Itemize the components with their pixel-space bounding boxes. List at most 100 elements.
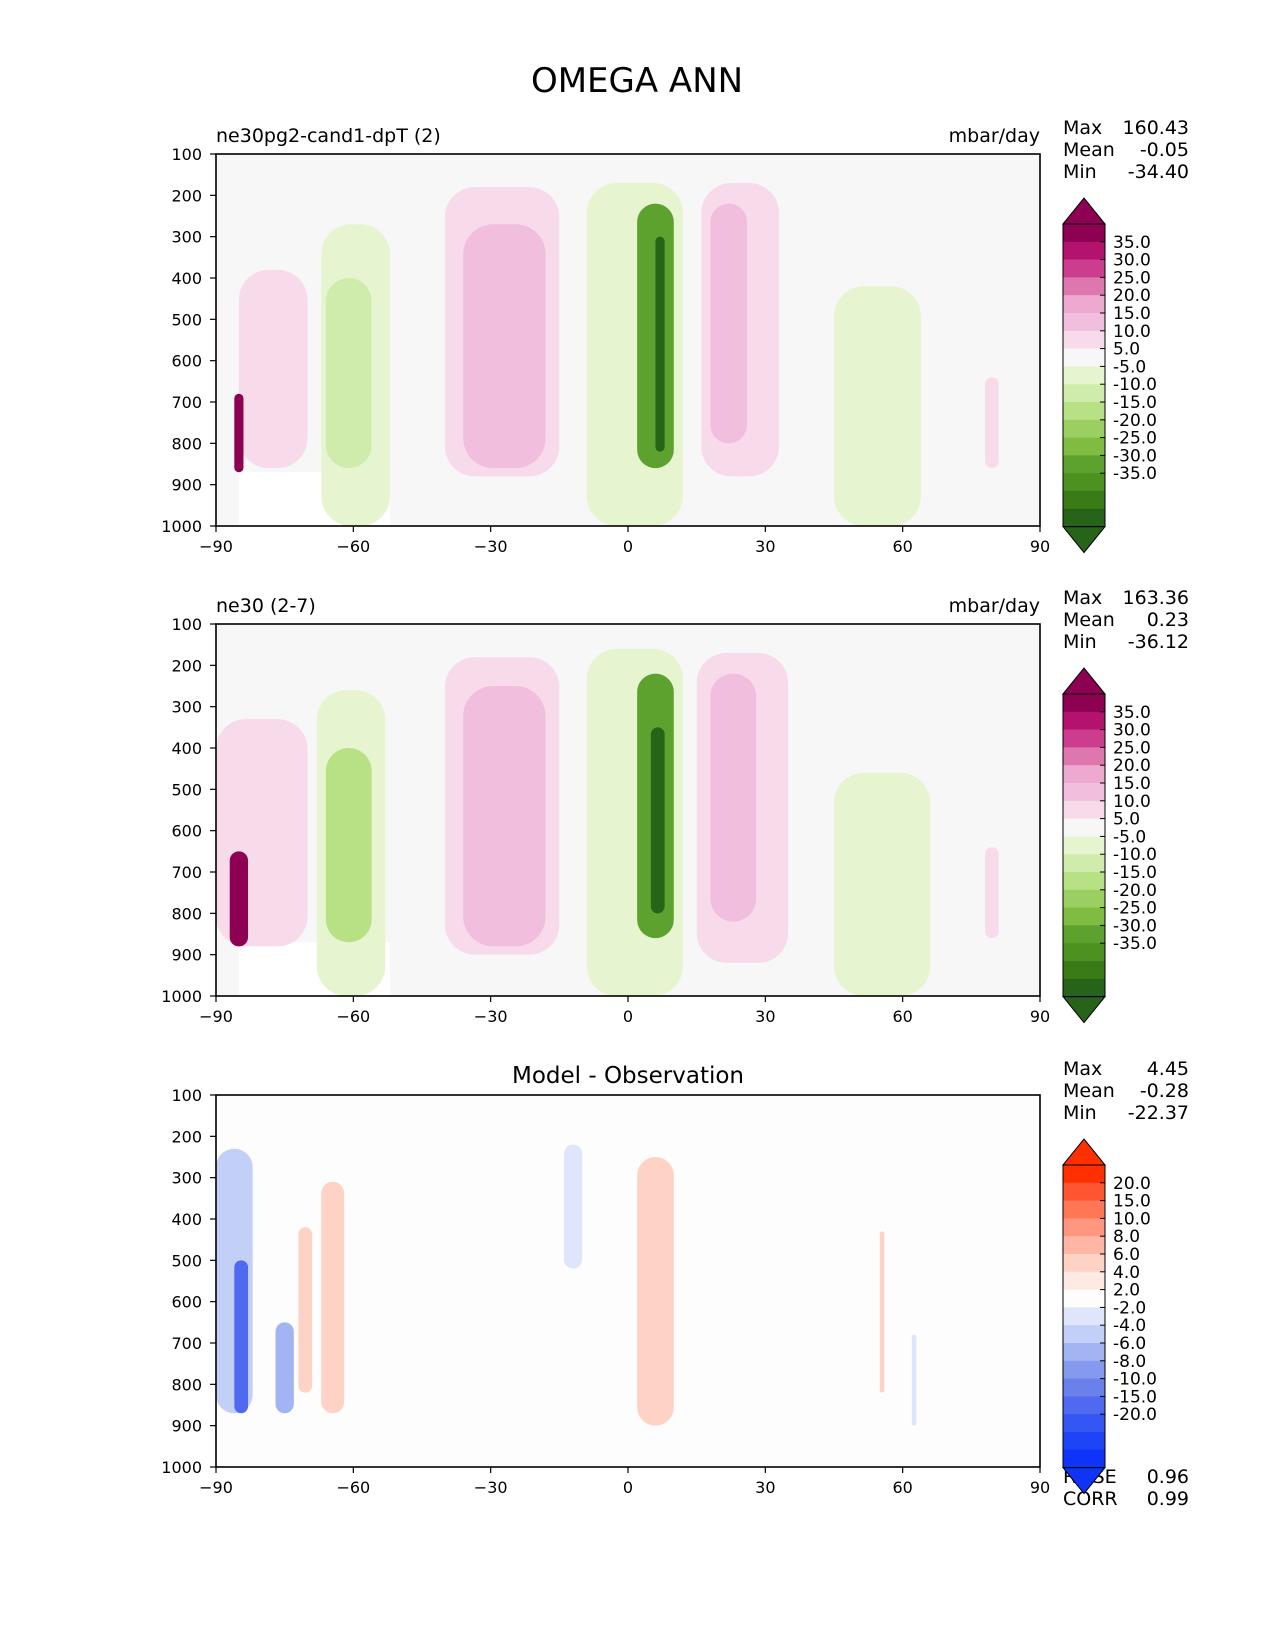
y-tick-label: 1000 bbox=[161, 987, 202, 1006]
panel-title: ne30pg2-cand1-dpT (2) bbox=[216, 125, 441, 147]
y-tick-label: 200 bbox=[171, 656, 202, 675]
colorbar-swatch bbox=[1063, 854, 1105, 873]
contour-sh-polar-negative-core bbox=[234, 1260, 249, 1414]
stat-value: 160.43 bbox=[1123, 117, 1189, 139]
contour-field bbox=[234, 182, 999, 526]
colorbar-tick-label: 25.0 bbox=[1113, 738, 1151, 758]
colorbar-swatch bbox=[1063, 491, 1105, 510]
x-tick-label: 30 bbox=[755, 537, 775, 556]
colorbar-swatch bbox=[1063, 1200, 1105, 1219]
colorbar-tick-label: -35.0 bbox=[1113, 464, 1157, 484]
x-tick-label: −90 bbox=[199, 1007, 233, 1026]
stat-value: -0.28 bbox=[1140, 1080, 1189, 1102]
colorbar-frame bbox=[1062, 693, 1106, 998]
contour-nh-midlat-ascent bbox=[834, 286, 921, 526]
y-tick-label: 100 bbox=[171, 1086, 202, 1105]
contour-polar-strong-descent bbox=[234, 393, 244, 473]
x-tick-label: 60 bbox=[892, 1478, 912, 1497]
colorbar-tick-label: -20.0 bbox=[1113, 1405, 1157, 1425]
colorbar-extend-high bbox=[1061, 197, 1107, 225]
x-tick-label: 90 bbox=[1030, 1478, 1050, 1497]
stat-value: -22.37 bbox=[1128, 1102, 1189, 1124]
x-tick-label: 60 bbox=[892, 537, 912, 556]
contour-nh-polar-descent bbox=[985, 377, 999, 469]
colorbar-tick-label: -15.0 bbox=[1113, 393, 1157, 413]
colorbar-swatch bbox=[1063, 1343, 1105, 1362]
y-tick-label: 800 bbox=[171, 434, 202, 453]
figure-title: OMEGA ANN bbox=[531, 61, 743, 101]
contour-nh-negative-narrow bbox=[911, 1334, 917, 1426]
y-tick-label: 500 bbox=[171, 1251, 202, 1270]
y-tick-label: 900 bbox=[171, 476, 202, 495]
footer-stat-value: 0.96 bbox=[1147, 1466, 1189, 1488]
colorbar-tick-label: 10.0 bbox=[1113, 322, 1151, 342]
x-tick-label: 90 bbox=[1030, 537, 1050, 556]
colorbar-tick-label: -30.0 bbox=[1113, 916, 1157, 936]
y-tick-label: 200 bbox=[171, 1127, 202, 1146]
colorbar-swatch bbox=[1063, 925, 1105, 944]
colorbar-swatch bbox=[1063, 384, 1105, 403]
colorbar-swatch bbox=[1063, 747, 1105, 766]
stat-value: -36.12 bbox=[1128, 631, 1189, 653]
colorbar-tick-label: 4.0 bbox=[1113, 1263, 1140, 1283]
y-tick-label: 600 bbox=[171, 1293, 202, 1312]
contour-sh-subtropical-descent-core bbox=[463, 224, 546, 469]
colorbar: 20.015.010.08.06.04.02.0-2.0-4.0-6.0-8.0… bbox=[1061, 1138, 1157, 1495]
y-tick-label: 900 bbox=[171, 946, 202, 965]
y-tick-label: 300 bbox=[171, 1169, 202, 1188]
colorbar-tick-label: 15.0 bbox=[1113, 304, 1151, 324]
colorbar-tick-label: 2.0 bbox=[1113, 1281, 1140, 1301]
colorbar-swatch bbox=[1063, 836, 1105, 855]
x-tick-label: −90 bbox=[199, 537, 233, 556]
colorbar-swatch bbox=[1063, 455, 1105, 474]
colorbar-swatch bbox=[1063, 694, 1105, 713]
colorbar-swatch bbox=[1063, 1307, 1105, 1326]
colorbar-swatch bbox=[1063, 765, 1105, 784]
panel-units: mbar/day bbox=[949, 125, 1040, 147]
colorbar-tick-label: -25.0 bbox=[1113, 429, 1157, 449]
colorbar-tick-label: -25.0 bbox=[1113, 899, 1157, 919]
colorbar-swatch bbox=[1063, 259, 1105, 278]
panel-reference-model: −90 −60 −30 0 30 60 90 100 200 300 400 500 600 700 800… bbox=[161, 587, 1189, 1026]
colorbar-tick-label: 8.0 bbox=[1113, 1227, 1140, 1247]
colorbar-frame bbox=[1062, 223, 1106, 528]
panel-title: Model - Observation bbox=[512, 1063, 744, 1089]
stat-label: Min bbox=[1063, 1102, 1097, 1124]
colorbar-tick-label: 30.0 bbox=[1113, 721, 1151, 741]
colorbar-swatch bbox=[1063, 402, 1105, 421]
x-tick-label: −60 bbox=[336, 1007, 370, 1026]
contour-itcz-ascent-peak bbox=[650, 727, 665, 914]
panel-test-model: −90 −60 −30 0 30 60 90 100 200 300 400 500 600 700 800… bbox=[161, 117, 1189, 556]
colorbar-tick-label: -15.0 bbox=[1113, 863, 1157, 883]
colorbar-swatch bbox=[1063, 1396, 1105, 1415]
colorbar-swatch bbox=[1063, 872, 1105, 891]
colorbar-swatch bbox=[1063, 1360, 1105, 1380]
stat-label: Mean bbox=[1063, 139, 1115, 161]
y-tick-label: 100 bbox=[171, 615, 202, 634]
colorbar-extend-low bbox=[1061, 526, 1107, 554]
contour-sh-wave-negative bbox=[275, 1322, 294, 1414]
y-tick-label: 600 bbox=[171, 822, 202, 841]
colorbar-tick-label: 10.0 bbox=[1113, 792, 1151, 812]
colorbar-tick-label: 20.0 bbox=[1113, 1174, 1151, 1194]
contour-nh-midlat-ascent bbox=[834, 772, 931, 996]
colorbar-tick-label: -5.0 bbox=[1113, 827, 1146, 847]
x-tick-label: −30 bbox=[474, 1478, 508, 1497]
x-tick-label: −60 bbox=[336, 1478, 370, 1497]
colorbar-swatch bbox=[1063, 729, 1105, 748]
contour-nh-subtropical-descent-core bbox=[710, 203, 748, 444]
stat-value: -34.40 bbox=[1128, 161, 1189, 183]
contour-tropical-negative bbox=[563, 1144, 583, 1269]
colorbar-swatch bbox=[1063, 508, 1105, 528]
colorbar-tick-label: -4.0 bbox=[1113, 1316, 1146, 1336]
colorbar-tick-label: -10.0 bbox=[1113, 375, 1157, 395]
colorbar-tick-label: 20.0 bbox=[1113, 286, 1151, 306]
y-tick-label: 200 bbox=[171, 186, 202, 205]
contour-itcz-ascent-peak bbox=[655, 236, 665, 452]
colorbar-swatch bbox=[1063, 1165, 1105, 1184]
plot-background bbox=[216, 1095, 1040, 1467]
contour-southern-descent-wave bbox=[238, 269, 308, 469]
y-tick-label: 700 bbox=[171, 1334, 202, 1353]
colorbar-tick-label: 5.0 bbox=[1113, 810, 1140, 830]
contour-nh-subtropical-descent-core bbox=[710, 673, 757, 922]
